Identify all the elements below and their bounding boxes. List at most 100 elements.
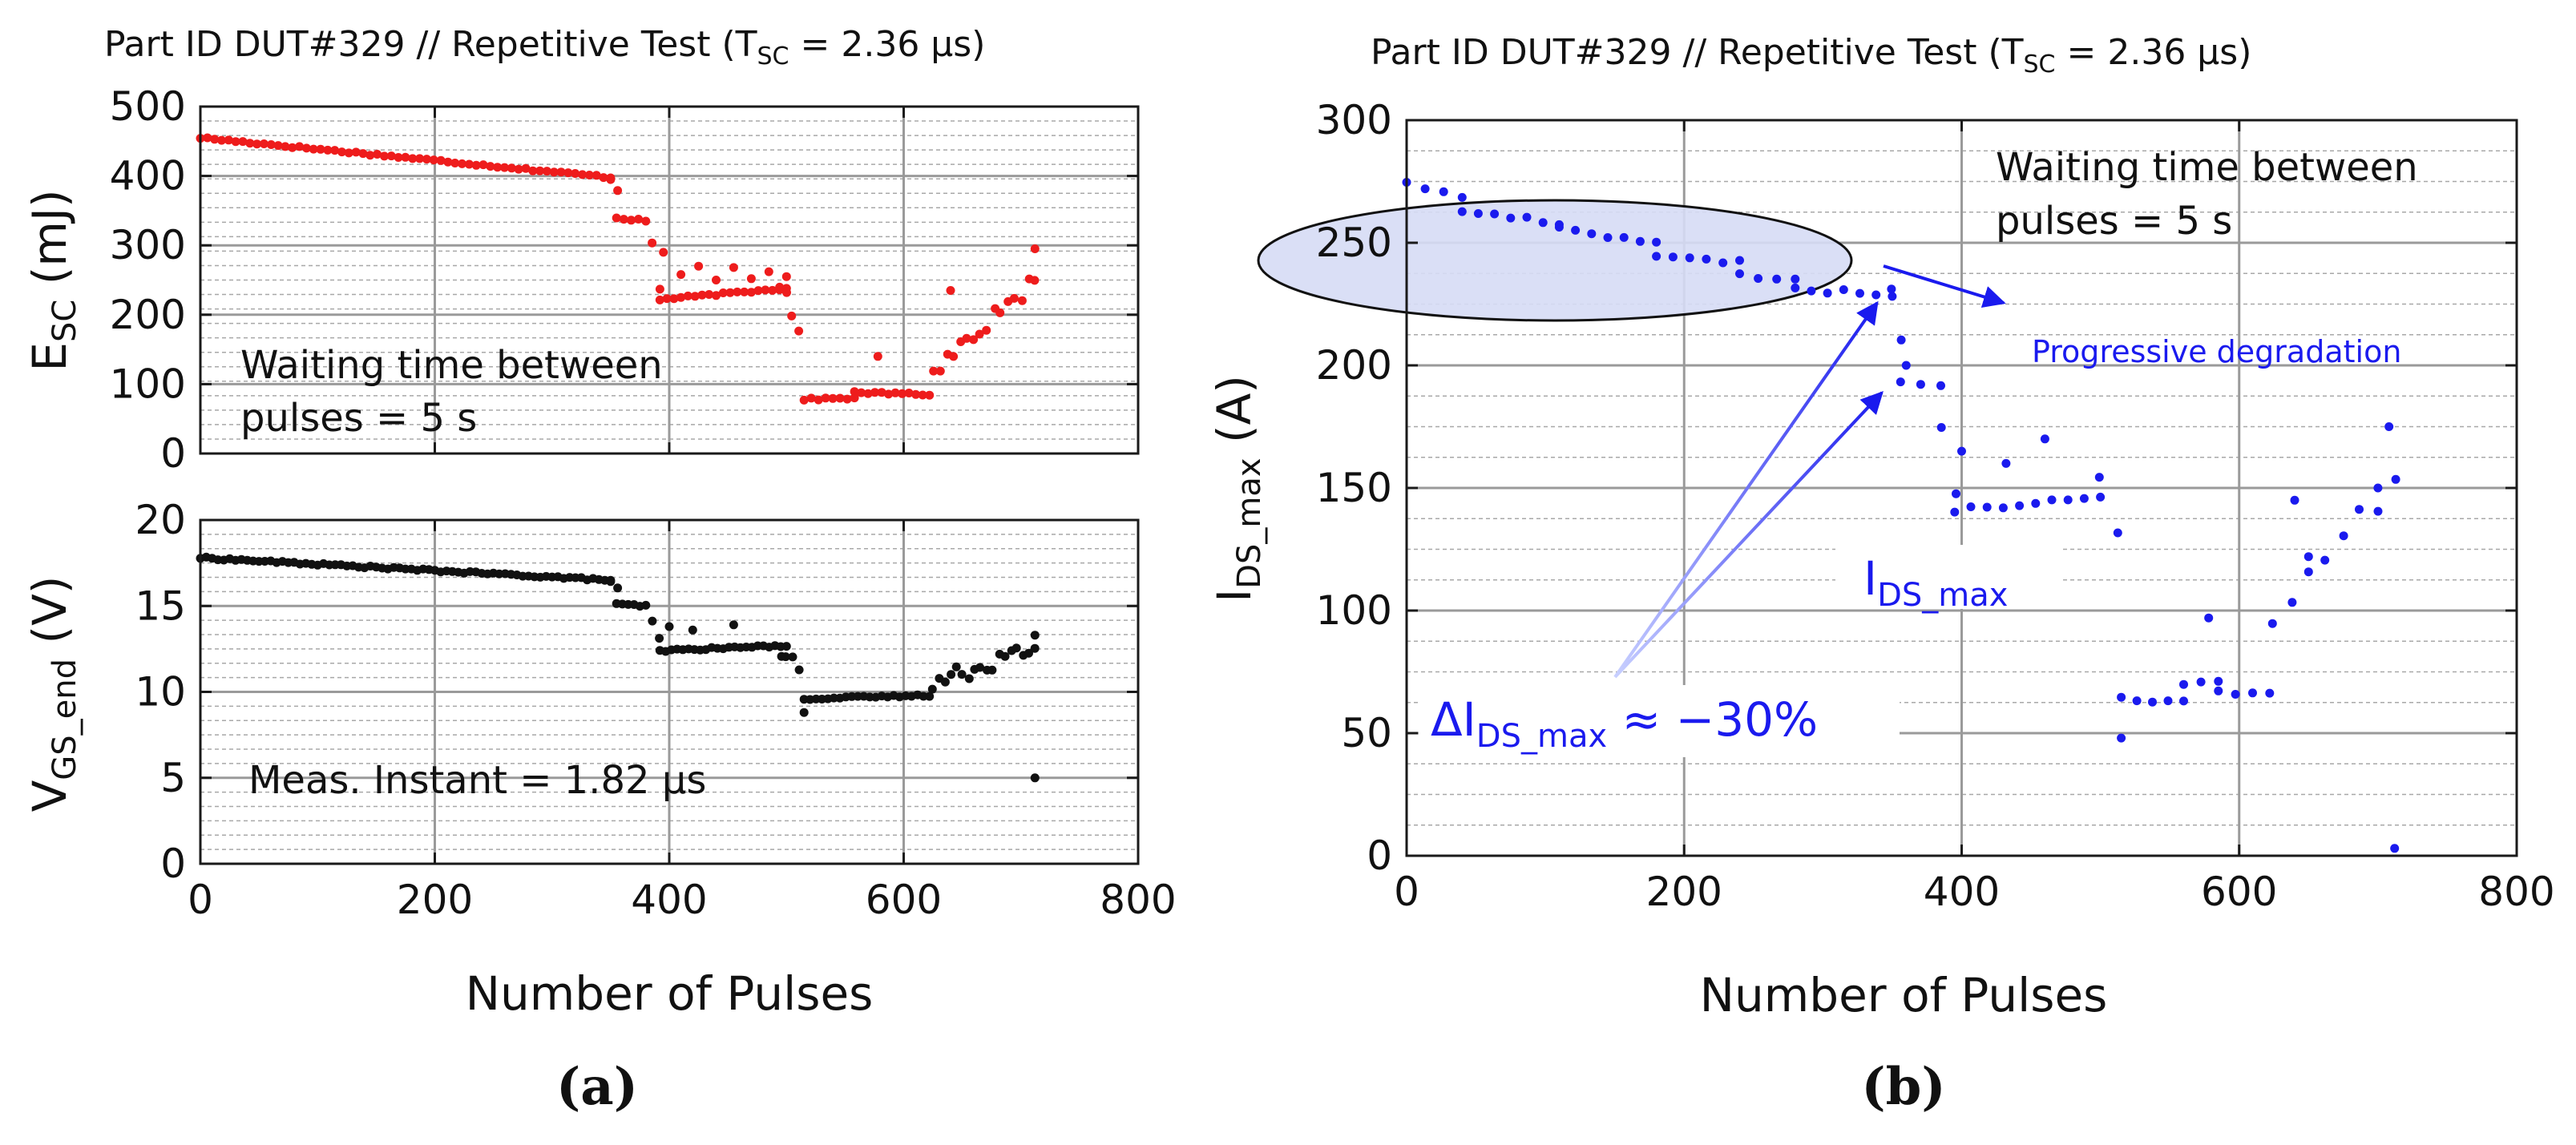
x-tick-label: 600 [2201,869,2277,915]
data-point [1916,380,1925,389]
data-point [2113,528,2122,538]
data-point [1619,232,1629,242]
data-point [799,395,809,405]
data-point [273,141,283,151]
data-point [794,665,804,675]
data-point [344,148,353,158]
panel-a-label: (a) [556,1057,638,1117]
data-point [2391,474,2400,484]
delta-arrow-upper [1613,300,1879,679]
data-point [962,333,971,343]
data-point [408,154,418,163]
data-point-outlier [873,352,882,361]
data-point [669,294,679,304]
data-point [1652,252,1661,261]
data-point [1457,207,1467,216]
data-point [957,670,967,679]
data-point [1685,253,1694,263]
data-point [2096,492,2106,502]
data-point [935,366,945,376]
data-point [1807,286,1816,296]
y-tick-label: 10 [135,669,186,716]
data-point [1735,269,1744,279]
data-point [1011,643,1021,653]
data-point [2047,495,2057,505]
data-point [648,616,657,626]
data-point [925,691,935,701]
y-tick-label: 200 [1316,342,1392,389]
ids-max-label-background [1835,545,2060,609]
data-point [925,390,935,400]
data-point [2265,688,2275,698]
data-point [535,166,545,175]
data-point [890,388,900,397]
data-point [549,167,559,177]
data-point-outlier [688,625,697,635]
data-point [2373,506,2383,516]
data-point [613,583,623,593]
data-point [648,238,657,248]
panel-b-waiting-annotation-line2: pulses = 5 s [1996,199,2232,244]
data-point [2117,692,2126,702]
data-point [486,162,495,171]
data-point [641,216,651,226]
data-point [1000,651,1010,661]
data-point [612,213,621,223]
data-point [655,295,664,304]
data-point [814,395,823,405]
x-tick-label: 400 [1924,869,2000,915]
data-point-outlier [781,272,791,281]
panel-a-waiting-annotation-line2: pulses = 5 s [240,396,477,441]
data-point [1522,212,1532,222]
data-point [850,387,859,397]
data-point [330,146,340,155]
data-point [316,144,325,154]
data-point [662,294,672,304]
data-point [351,147,361,157]
x-tick-label: 0 [1394,869,1419,915]
data-point [1855,288,1864,298]
data-point [1439,187,1448,196]
data-point-outlier [799,708,809,717]
data-point [224,135,233,145]
data-point [1936,381,1945,390]
y-tick-label: 300 [110,222,186,268]
data-point [2231,690,2240,699]
data-point [982,325,991,335]
data-point [606,577,616,587]
data-point [627,216,636,225]
data-point [1718,258,1728,268]
data-point [380,151,389,161]
data-point [1652,237,1661,247]
data-point-outlier [2384,422,2394,431]
data-point [947,670,956,679]
data-point [1668,252,1678,262]
data-point [1420,184,1430,194]
data-point [394,153,403,162]
data-point [1457,192,1467,202]
data-point [252,139,262,149]
data-point [1603,233,1613,242]
panel-a-bottom-y-axis-label: VGS_end (V) [22,576,83,812]
delta-label-background [1419,685,1900,757]
data-point [898,389,907,398]
data-point [2267,619,2277,628]
data-point [210,135,220,144]
data-point [2320,555,2330,565]
data-point [850,393,859,403]
data-point [259,139,269,148]
data-point [1772,274,1782,284]
progressive-degradation-arrow [1883,264,2006,308]
x-tick-label: 800 [1100,877,1176,923]
data-point [365,151,375,160]
data-point [725,288,735,297]
data-point [857,388,866,397]
data-point [507,163,516,173]
data-point [2179,696,2188,706]
data-point [521,163,531,173]
data-point [1009,293,1019,303]
data-point [266,140,276,149]
data-point [373,150,382,159]
panel-a-bottom-chart: 0 5 10 15 20 0 200 400 600 800 VGS_end (V) Meas.… [22,497,1177,1117]
